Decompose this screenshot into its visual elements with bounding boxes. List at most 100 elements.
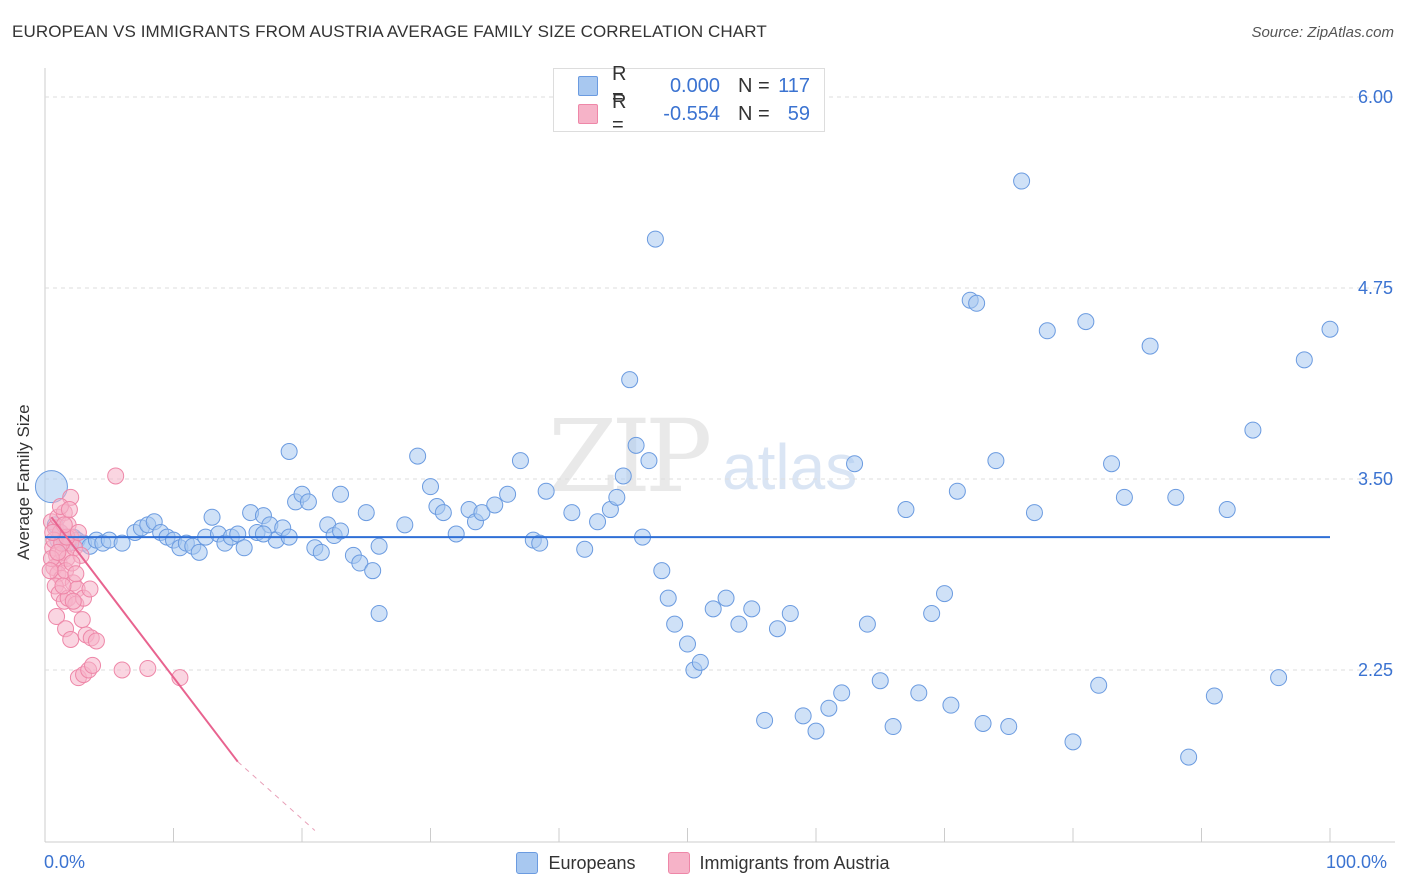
austria-point: [87, 632, 105, 650]
series-legend-europeans[interactable]: Europeans: [516, 852, 636, 874]
austria-trend-line: [50, 516, 239, 763]
austria-point: [48, 608, 66, 626]
europeans-point: [332, 522, 350, 540]
europeans-point: [235, 539, 253, 557]
europeans-point: [409, 447, 427, 465]
europeans-point: [1180, 748, 1198, 766]
europeans-point: [1000, 718, 1018, 736]
europeans-point: [936, 585, 953, 603]
europeans-point: [974, 714, 992, 732]
europeans-point: [364, 562, 382, 580]
europeans-point: [34, 470, 68, 504]
legend-n-label: N =: [738, 74, 770, 97]
legend-r-value: -0.554: [663, 102, 720, 125]
europeans-point: [781, 604, 799, 622]
europeans-point: [499, 485, 517, 503]
austria-point: [62, 630, 80, 648]
austria-point: [54, 577, 72, 595]
europeans-point: [1064, 733, 1082, 751]
europeans-point: [756, 711, 774, 729]
legend-n-label: N =: [738, 102, 770, 125]
europeans-point: [1321, 320, 1339, 338]
europeans-point: [666, 615, 684, 633]
europeans-point: [254, 525, 272, 543]
europeans-point: [447, 525, 465, 543]
europeans-point: [820, 699, 838, 717]
europeans-point: [987, 452, 1005, 470]
europeans-point: [1013, 172, 1031, 190]
europeans-point: [434, 504, 452, 522]
europeans-point: [312, 543, 330, 561]
europeans-point: [659, 589, 677, 607]
europeans-point: [743, 600, 761, 618]
europeans-point: [646, 230, 664, 248]
europeans-point: [396, 516, 414, 534]
europeans-point: [858, 615, 876, 633]
europeans-point: [1038, 322, 1056, 340]
europeans-point: [910, 684, 928, 702]
europeans-point: [621, 371, 639, 389]
europeans-point: [679, 635, 696, 653]
europeans-point: [884, 718, 902, 736]
europeans-point: [1077, 313, 1095, 331]
series-legend-label: Immigrants from Austria: [699, 852, 890, 873]
legend-r-label: R =: [612, 63, 627, 108]
europeans-point: [691, 653, 709, 671]
series-legend-austria[interactable]: Immigrants from Austria: [667, 852, 890, 874]
europeans-point: [653, 562, 671, 580]
austria-point: [67, 565, 85, 583]
europeans-point: [640, 452, 658, 470]
europeans-point: [794, 707, 812, 725]
europeans-point: [576, 540, 594, 558]
legend-n-value: 117: [778, 74, 810, 97]
europeans-point: [299, 493, 317, 511]
europeans-point: [833, 684, 851, 702]
legend-n-value: 59: [787, 102, 810, 125]
europeans-point: [923, 604, 941, 622]
x-axis-max-label: 100.0%: [1326, 852, 1388, 872]
europeans-point: [1270, 669, 1288, 687]
europeans-point: [351, 554, 369, 572]
austria-point: [41, 562, 59, 580]
europeans-point: [846, 455, 864, 473]
europeans-point: [608, 488, 626, 506]
europeans-point: [1167, 488, 1185, 506]
series-swatch-pink: [667, 852, 690, 874]
legend-row-europeans: R = 0.000 N = 117: [578, 63, 810, 108]
series-swatch-blue: [516, 852, 539, 874]
austria-point: [60, 501, 78, 519]
europeans-point: [1244, 421, 1262, 439]
legend-r-value: 0.000: [669, 74, 720, 97]
europeans-point: [486, 496, 504, 514]
europeans-point: [531, 534, 549, 552]
europeans-point: [332, 485, 350, 503]
europeans-point: [871, 672, 889, 690]
watermark-zip: ZIP: [548, 398, 712, 515]
europeans-point: [807, 722, 825, 740]
austria-trend-extension: [237, 761, 316, 831]
europeans-point: [614, 467, 632, 485]
series-legend-label: Europeans: [548, 852, 636, 873]
europeans-point: [370, 604, 388, 622]
y-tick-label: 4.75: [1358, 278, 1393, 298]
austria-point: [107, 467, 125, 485]
austria-point: [84, 656, 102, 674]
austria-point: [49, 543, 67, 561]
austria-point: [139, 659, 157, 677]
europeans-point: [1103, 455, 1121, 473]
source-label: Source: ZipAtlas.com: [1251, 24, 1394, 41]
y-tick-label: 3.50: [1358, 469, 1393, 489]
europeans-point: [280, 442, 298, 460]
legend-swatch-blue: [578, 76, 598, 96]
europeans-point: [942, 696, 960, 714]
europeans-point: [511, 452, 529, 470]
europeans-point: [422, 478, 439, 496]
europeans-point: [968, 294, 986, 312]
europeans-point: [897, 501, 915, 519]
austria-point: [113, 661, 131, 679]
watermark-atlas: atlas: [722, 431, 858, 503]
austria-point: [69, 523, 87, 541]
europeans-point: [704, 600, 722, 618]
europeans-point: [357, 504, 375, 522]
austria-point: [64, 592, 82, 610]
